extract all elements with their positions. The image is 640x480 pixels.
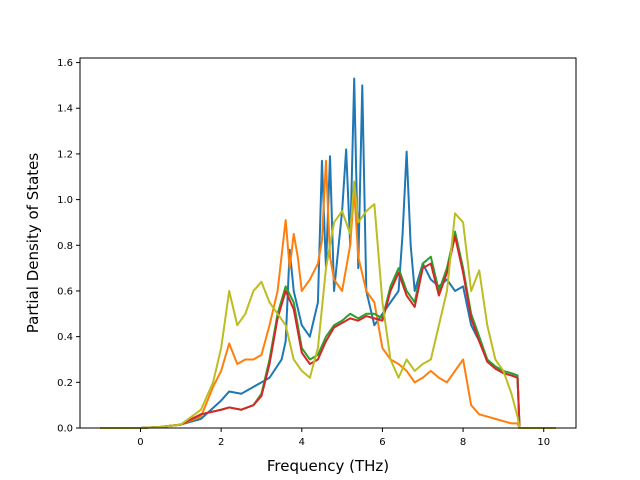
y-tick-label: 1.6 — [57, 58, 73, 69]
y-tick-label: 1.0 — [57, 195, 73, 206]
y-tick-label: 1.2 — [57, 149, 73, 160]
x-tick-label: 8 — [460, 437, 466, 448]
series-line-5 — [100, 180, 556, 429]
y-axis: 0.0 0.2 0.4 0.6 0.8 1.0 1.2 1.4 1.6 — [57, 58, 80, 435]
x-tick-label: 6 — [379, 437, 385, 448]
x-tick-label: 10 — [537, 437, 550, 448]
y-tick-label: 0.0 — [57, 424, 73, 435]
x-axis: 0 2 4 6 8 10 — [137, 428, 550, 448]
series-line-4 — [100, 235, 556, 429]
plot-frame — [79, 57, 577, 429]
y-axis-label: Partial Density of States — [24, 153, 42, 334]
y-tick-label: 0.4 — [57, 332, 73, 343]
y-tick-label: 0.6 — [57, 286, 73, 297]
x-axis-label: Frequency (THz) — [267, 457, 389, 475]
series-line-2 — [100, 159, 556, 429]
x-tick-label: 0 — [137, 437, 143, 448]
y-tick-label: 1.4 — [57, 104, 73, 115]
series-layer — [100, 77, 556, 429]
x-tick-label: 4 — [299, 437, 305, 448]
y-tick-label: 0.2 — [57, 378, 73, 389]
y-tick-label: 0.8 — [57, 241, 73, 252]
x-tick-label: 2 — [218, 437, 224, 448]
